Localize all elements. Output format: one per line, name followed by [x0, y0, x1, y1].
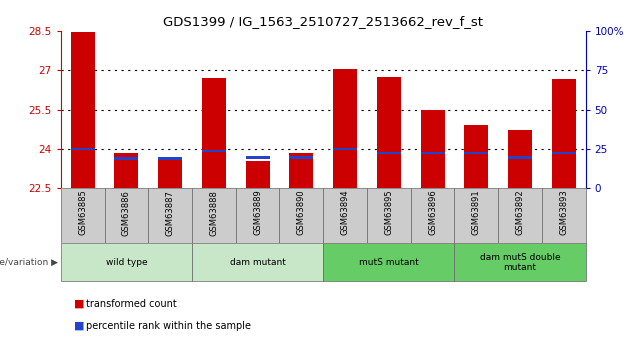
Bar — [289, 153, 314, 188]
Bar — [158, 157, 182, 188]
Bar — [367, 188, 411, 243]
Text: transformed count: transformed count — [86, 299, 177, 308]
Bar — [246, 157, 269, 159]
Text: GSM63889: GSM63889 — [253, 190, 262, 235]
Bar — [192, 243, 323, 281]
Bar — [115, 157, 138, 160]
Bar — [508, 157, 532, 159]
Bar — [323, 188, 367, 243]
Text: genotype/variation ▶: genotype/variation ▶ — [0, 258, 58, 267]
Bar — [454, 243, 586, 281]
Text: GSM63894: GSM63894 — [340, 190, 349, 235]
Bar — [552, 79, 576, 188]
Text: GSM63891: GSM63891 — [472, 190, 481, 235]
Bar — [464, 125, 488, 188]
Text: wild type: wild type — [106, 258, 147, 267]
Text: dam mutS double
mutant: dam mutS double mutant — [480, 253, 560, 272]
Text: GSM63896: GSM63896 — [428, 190, 437, 235]
Bar — [202, 150, 226, 152]
Text: ■: ■ — [74, 299, 84, 308]
Bar — [333, 69, 357, 188]
Text: ■: ■ — [74, 321, 84, 331]
Text: GSM63888: GSM63888 — [209, 190, 218, 236]
Bar — [454, 188, 498, 243]
Bar — [420, 109, 445, 188]
Bar — [70, 148, 95, 150]
Bar — [542, 188, 586, 243]
Bar — [158, 157, 182, 160]
Bar — [420, 151, 445, 154]
Bar — [192, 188, 236, 243]
Bar — [148, 188, 192, 243]
Bar — [202, 78, 226, 188]
Bar — [498, 188, 542, 243]
Bar — [280, 188, 323, 243]
Text: GSM63892: GSM63892 — [515, 190, 525, 235]
Text: GSM63885: GSM63885 — [78, 190, 87, 235]
Bar — [377, 151, 401, 154]
Text: dam mutant: dam mutant — [230, 258, 285, 267]
Bar — [552, 151, 576, 154]
Text: GSM63886: GSM63886 — [122, 190, 131, 236]
Text: GSM63895: GSM63895 — [384, 190, 394, 235]
Bar — [333, 148, 357, 150]
Bar — [61, 243, 192, 281]
Text: GSM63890: GSM63890 — [297, 190, 306, 235]
Text: mutS mutant: mutS mutant — [359, 258, 419, 267]
Bar — [61, 188, 104, 243]
Text: GSM63887: GSM63887 — [166, 190, 175, 236]
Bar — [377, 77, 401, 188]
Text: GSM63893: GSM63893 — [559, 190, 568, 235]
Bar — [464, 151, 488, 154]
Bar — [411, 188, 454, 243]
Bar — [246, 160, 269, 188]
Bar — [508, 130, 532, 188]
Bar — [70, 32, 95, 188]
Bar — [115, 153, 138, 188]
Bar — [289, 157, 314, 159]
Bar — [104, 188, 148, 243]
Text: percentile rank within the sample: percentile rank within the sample — [86, 321, 252, 331]
Bar — [236, 188, 280, 243]
Bar — [323, 243, 454, 281]
Title: GDS1399 / IG_1563_2510727_2513662_rev_f_st: GDS1399 / IG_1563_2510727_2513662_rev_f_… — [163, 16, 483, 29]
